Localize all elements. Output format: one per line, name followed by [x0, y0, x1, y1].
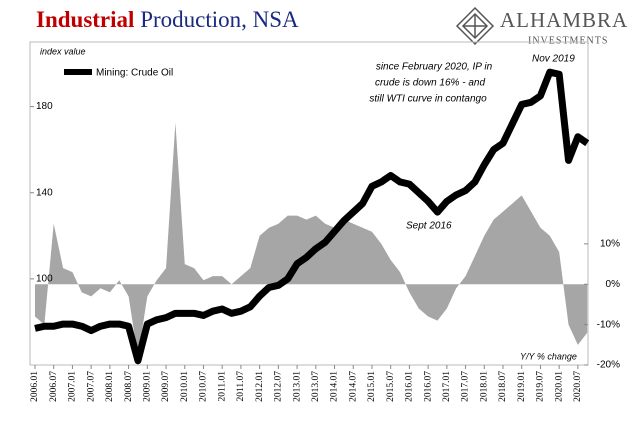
x-tick-label: 2013.01	[292, 371, 302, 402]
x-tick-label: 2019.07	[536, 371, 546, 402]
logo-icon	[455, 6, 495, 46]
x-tick-label: 2016.01	[405, 371, 415, 402]
annotation: Nov 2019	[532, 54, 575, 65]
x-tick-label: 2012.01	[255, 371, 265, 402]
x-tick-label: 2017.07	[461, 371, 471, 402]
x-tick-label: 2018.01	[479, 371, 489, 402]
y-tick-label: 180	[36, 101, 53, 112]
y-axis-label: index value	[40, 46, 86, 56]
plot-frame	[29, 41, 589, 366]
title-part: Industrial	[36, 7, 134, 32]
x-tick-label: 2006.01	[30, 371, 40, 402]
y-tick-label: 100	[36, 274, 53, 285]
y-tick-label: 140	[36, 187, 53, 198]
x-tick-label: 2007.07	[86, 371, 96, 402]
legend-label: Mining: Crude Oil	[96, 68, 173, 79]
x-tick-label: 2010.07	[199, 371, 209, 402]
x-tick-label: 2020.07	[573, 371, 583, 402]
x-tick-label: 2006.07	[49, 371, 59, 402]
annotation: crude is down 16% - and	[375, 78, 486, 89]
title-part: Production, NSA	[140, 7, 299, 32]
line	[34, 68, 590, 365]
annotation: since February 2020, IP in	[376, 62, 493, 73]
x-tick-label: 2015.01	[367, 371, 377, 402]
x-tick-label: 2019.01	[517, 371, 527, 402]
logo-subtext: INVESTMENTS	[528, 35, 608, 46]
annotation: still WTI curve in contango	[369, 94, 487, 105]
logo-text: ALHAMBRA	[500, 8, 628, 32]
y2-tick-label: 10%	[600, 239, 620, 250]
x-tick-label: 2010.01	[180, 371, 190, 402]
plot	[34, 68, 590, 365]
x-tick-label: 2020.01	[554, 371, 564, 402]
x-tick-label: 2017.01	[442, 371, 452, 402]
area	[35, 122, 588, 357]
x-tick-label: 2009.07	[161, 371, 171, 402]
x-tick-label: 2008.01	[105, 371, 115, 402]
x-tick-label: 2015.07	[386, 371, 396, 402]
x-tick-label: 2011.07	[236, 371, 246, 402]
x-tick-label: 2012.07	[274, 371, 284, 402]
x-tick-label: 2018.07	[498, 371, 508, 402]
annotation: Sept 2016	[406, 221, 452, 232]
y2-tick-label: -20%	[597, 360, 620, 371]
x-tick-label: 2007.01	[68, 371, 78, 402]
x-tick-label: 2009.01	[143, 371, 153, 402]
chart-title: Industrial Production, NSA	[36, 7, 299, 32]
y2-tick-label: 0%	[606, 279, 621, 290]
x-tick-label: 2013.07	[311, 371, 321, 402]
x-tick-label: 2014.07	[348, 371, 358, 402]
x-tick-label: 2014.01	[330, 371, 340, 402]
y2-tick-label: -10%	[597, 319, 620, 330]
x-tick-label: 2011.01	[217, 371, 227, 402]
y2-axis-label: Y/Y % change	[520, 351, 577, 361]
x-tick-label: 2016.07	[423, 371, 433, 402]
x-tick-label: 2008.07	[124, 371, 134, 402]
